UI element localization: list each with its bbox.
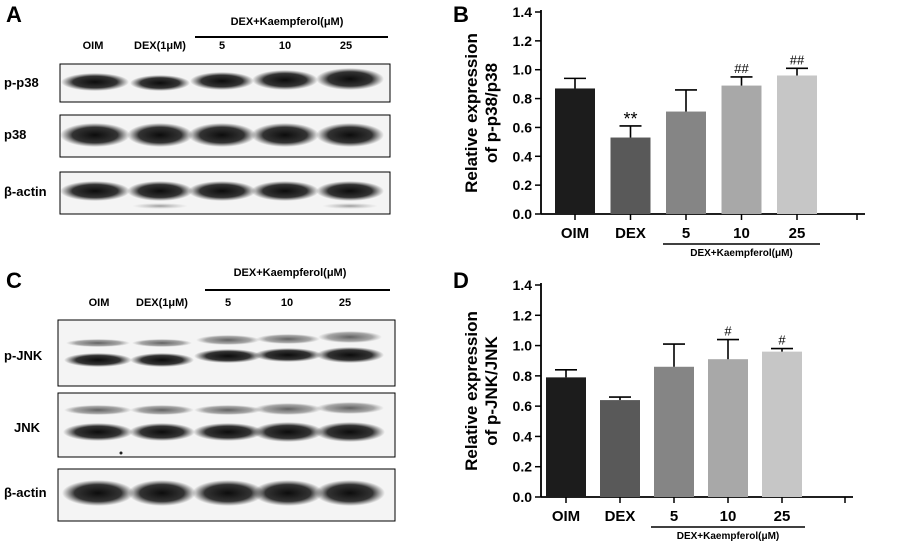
blot-row-beta-actin-a: β-actin	[4, 171, 391, 215]
bar-chart-b: 0.0 0.2 0.4 0.6 0.8 1.0 1.2 1.4 Relative express…	[462, 4, 865, 259]
chart-b-significance-mark: ##	[790, 52, 805, 67]
chart-b-y-tick-label: 0.4	[513, 148, 533, 164]
chart-b-bar-10	[721, 85, 762, 214]
chart-b-bar-25	[777, 75, 817, 214]
group-label-a: DEX+Kaempferol(μM)	[231, 16, 344, 28]
chart-b-y-tick-label: 0.0	[513, 206, 533, 222]
chart-d-y-tick-label: 1.2	[513, 307, 533, 323]
lane-label-5: 5	[219, 40, 225, 52]
chart-b-x-tick-label: OIM	[561, 225, 589, 242]
chart-d-bar-dex	[600, 400, 640, 497]
chart-b-y-tick-label: 0.8	[513, 91, 533, 107]
chart-b-y-tick-label: 0.6	[513, 119, 533, 135]
lane-label-dex: DEX(1μM)	[134, 40, 186, 52]
chart-b-bar-dex	[610, 137, 651, 214]
lane-label-10-c: 10	[281, 297, 293, 309]
chart-b-y-tick-label: 0.2	[513, 177, 533, 193]
chart-d-bar-10	[708, 359, 748, 497]
blot-row-beta-actin-c: β-actin	[4, 468, 396, 522]
lane-label-dex-c: DEX(1μM)	[136, 297, 188, 309]
chart-d-x-tick-label: 25	[774, 508, 791, 525]
panel-letter-a: A	[6, 2, 22, 27]
chart-d-x-tick-label: 10	[720, 508, 737, 525]
group-label-c: DEX+Kaempferol(μM)	[234, 267, 347, 279]
panel-letter-b: B	[453, 2, 469, 27]
chart-d-x-tick-label: DEX	[605, 508, 636, 525]
western-blot-panels: OIM DEX(1μM) 5 10 25 DEX+Kaempferol(μM) …	[4, 16, 396, 522]
chart-d-bar-oim	[546, 377, 586, 497]
chart-d-significance-mark: #	[778, 333, 786, 348]
chart-d-group-label: DEX+Kaempferol(μM)	[677, 531, 780, 542]
chart-b-bar-oim	[555, 88, 595, 214]
panel-letter-d: D	[453, 268, 469, 293]
chart-d-x-tick-label: OIM	[552, 508, 580, 525]
chart-d-ylabel-line2: of p-JNK/JNK	[482, 336, 501, 446]
chart-b-ylabel-line1: Relative expression	[462, 33, 481, 193]
chart-b-ylabel-line2: of p-p38/p38	[482, 63, 501, 163]
blot-a-header: OIM DEX(1μM) 5 10 25 DEX+Kaempferol(μM)	[83, 16, 388, 52]
chart-d-significance-mark: #	[724, 324, 732, 339]
row-label-beta-actin-c: β-actin	[4, 485, 47, 500]
chart-b-x-tick-label: 10	[733, 225, 750, 242]
row-label-jnk: JNK	[14, 420, 41, 435]
blot-row-p-jnk: p-JNK	[4, 319, 396, 387]
panel-letter-c: C	[6, 268, 22, 293]
chart-d-bar-25	[762, 351, 802, 497]
bar-chart-d: 0.0 0.2 0.4 0.6 0.8 1.0 1.2 1.4 Relative express…	[462, 277, 853, 542]
blot-row-p38: p38	[4, 114, 391, 158]
row-label-beta-actin-a: β-actin	[4, 184, 47, 199]
lane-label-5-c: 5	[225, 297, 231, 309]
chart-d-ylabel-line1: Relative expression	[462, 311, 481, 471]
chart-d-y-tick-label: 0.8	[513, 368, 533, 384]
chart-d-y-tick-label: 0.6	[513, 398, 533, 414]
chart-d-x-tick-label: 5	[670, 508, 678, 525]
chart-b-bar-5	[666, 111, 706, 214]
chart-b-y-tick-label: 1.0	[513, 62, 533, 78]
row-label-p-p38: p-p38	[4, 75, 39, 90]
lane-label-oim: OIM	[83, 40, 104, 52]
blot-row-p-p38: p-p38	[4, 63, 391, 103]
chart-b-y-tick-label: 1.2	[513, 33, 533, 49]
row-label-p38: p38	[4, 127, 26, 142]
lane-label-oim-c: OIM	[89, 297, 110, 309]
chart-d-y-tick-label: 0.4	[513, 428, 533, 444]
chart-d-y-tick-label: 0.0	[513, 489, 533, 505]
chart-b-x-tick-label: 5	[682, 225, 690, 242]
blot-c-header: OIM DEX(1μM) 5 10 25 DEX+Kaempferol(μM)	[89, 267, 390, 309]
chart-b-y-tick-label: 1.4	[513, 4, 533, 20]
blot-row-jnk: JNK	[14, 392, 396, 458]
chart-d-y-tick-label: 1.0	[513, 338, 533, 354]
chart-d-bar-5	[654, 366, 694, 497]
chart-d-y-tick-label: 0.2	[513, 459, 533, 475]
lane-label-25: 25	[340, 40, 352, 52]
chart-b-x-tick-label: 25	[789, 225, 806, 242]
lane-label-10: 10	[279, 40, 291, 52]
chart-d-y-tick-label: 1.4	[513, 277, 533, 293]
chart-b-group-label: DEX+Kaempferol(μM)	[690, 248, 793, 259]
lane-label-25-c: 25	[339, 297, 351, 309]
row-label-p-jnk: p-JNK	[4, 348, 43, 363]
chart-b-x-tick-label: DEX	[615, 225, 646, 242]
chart-b-significance-mark: **	[623, 109, 637, 129]
chart-b-significance-mark: ##	[734, 61, 749, 76]
